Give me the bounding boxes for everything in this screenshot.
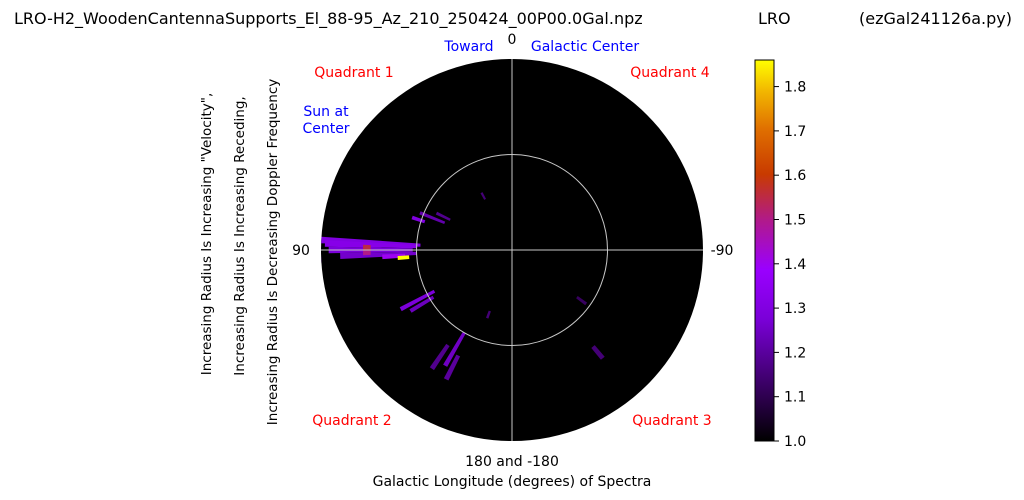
heatmap-segment [399, 289, 436, 312]
colorbar-tick-label: 1.2 [784, 345, 806, 361]
colorbar-tick-label: 1.8 [784, 80, 806, 96]
colorbar-tick-label: 1.0 [784, 434, 806, 450]
heatmap-segment [486, 310, 491, 319]
colorbar-tick-label: 1.7 [784, 124, 806, 140]
theta-tick-minus-90: -90 [711, 243, 734, 259]
heatmap-segment [419, 211, 446, 224]
colorbar-ticks: 1.0 1.1 1.2 1.3 1.4 1.5 1.6 1.7 1.8 [774, 80, 806, 450]
annotation-quadrant-1: Quadrant 1 [314, 65, 393, 81]
heatmap-segment [591, 345, 605, 360]
y-axis-label-line-1: Increasing Radius Is Increasing "Velocit… [199, 93, 215, 376]
theta-tick-90: 90 [292, 243, 310, 259]
theta-tick-180: 180 and -180 [465, 454, 559, 470]
annotation-sun-at: Sun at [303, 104, 349, 120]
heatmap-segment [443, 354, 461, 381]
colorbar-tick-label: 1.4 [784, 257, 806, 273]
annotation-quadrant-2: Quadrant 2 [312, 413, 391, 429]
annotation-toward: Toward [443, 39, 493, 55]
heatmap-segment [363, 250, 371, 256]
colorbar-tick-label: 1.3 [784, 301, 806, 317]
heatmap-segment [324, 240, 417, 249]
annotation-quadrant-4: Quadrant 4 [630, 65, 710, 81]
annotation-quadrant-3: Quadrant 3 [632, 413, 711, 429]
heatmap-segment [443, 331, 466, 367]
heatmap-segment [480, 192, 486, 200]
heatmap-segment [397, 255, 410, 260]
heatmap-segment [411, 215, 426, 224]
annotation-galactic-center: Galactic Center [531, 39, 639, 55]
colorbar-tick-label: 1.6 [784, 168, 806, 184]
heatmap-segment [340, 251, 417, 259]
heatmap-segment [435, 211, 451, 221]
heatmap-segment [409, 295, 435, 313]
y-axis-label-line-2: Increasing Radius Is Increasing Receding… [232, 96, 248, 375]
heatmap-segment [576, 296, 588, 306]
theta-tick-0: 0 [508, 32, 517, 48]
colorbar [754, 59, 775, 442]
annotation-center: Center [302, 121, 349, 137]
heatmap-segment [429, 343, 450, 371]
x-axis-label: Galactic Longitude (degrees) of Spectra [373, 474, 652, 490]
chart-title-station: LRO [758, 9, 791, 28]
y-axis-label-line-3: Increasing Radius Is Decreasing Doppler … [265, 79, 281, 425]
colorbar-tick-label: 1.1 [784, 390, 806, 406]
reference-circle [416, 154, 608, 346]
chart-title-script: (ezGal241126a.py) [859, 9, 1012, 28]
heatmap-segments [321, 192, 605, 381]
colorbar-tick-label: 1.5 [784, 212, 806, 228]
heatmap-segment [363, 244, 371, 250]
chart-title-filename: LRO-H2_WoodenCantennaSupports_El_88-95_A… [14, 9, 643, 29]
